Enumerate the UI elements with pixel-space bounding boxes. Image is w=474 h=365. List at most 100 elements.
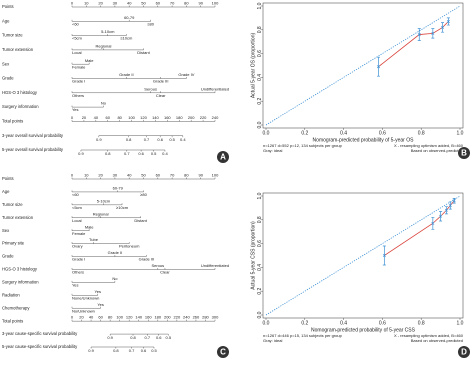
- row-label: 5-year overall survival probability: [2, 147, 64, 152]
- tick-label: 40: [89, 315, 94, 320]
- row-label: Surgery information: [2, 104, 39, 109]
- tick-label: Clear: [160, 270, 170, 275]
- tick-label: 280: [202, 315, 209, 320]
- x-tick-label: 0.8: [418, 130, 425, 136]
- row-label: 3-year cause-specific survival probabili…: [2, 331, 78, 336]
- tick-label: Grade III: [139, 257, 155, 262]
- tick-label: 0.4: [180, 137, 186, 142]
- tick-label: Yes: [72, 107, 79, 112]
- row-label: HGS-O 3 histology: [2, 267, 38, 272]
- point: [377, 65, 381, 69]
- y-tick-label: 0.0: [257, 311, 263, 318]
- x-tick-label: 0.0: [263, 320, 270, 326]
- tick-label: Ovary: [72, 244, 83, 249]
- tick-label: 0: [71, 115, 74, 120]
- tick-label: 80: [184, 173, 189, 178]
- x-tick-label: 0.8: [418, 320, 425, 326]
- tick-label: 0.7: [145, 335, 151, 340]
- tick-label: 40: [127, 173, 132, 178]
- row-label: Tumor size: [2, 33, 23, 38]
- note: Based on observed-predicted: [411, 338, 463, 343]
- note: X - resampling optimism added, B=460: [394, 333, 464, 338]
- tick-label: 10: [84, 173, 89, 178]
- tick-label: 60-79: [113, 185, 124, 190]
- tick-label: 200: [188, 115, 195, 120]
- tick-label: 100: [212, 1, 219, 6]
- x-tick-label: 0.6: [379, 130, 386, 136]
- tick-label: 0.6: [157, 137, 163, 142]
- row-label: Total points: [2, 318, 23, 323]
- tick-label: Distant: [134, 218, 147, 223]
- tick-label: 0.7: [144, 137, 150, 142]
- note: Gray: ideal: [263, 338, 282, 343]
- tick-label: Grade III: [153, 79, 169, 84]
- tick-label: 0.7: [124, 151, 130, 156]
- panel-badge: [458, 147, 470, 159]
- tick-label: No: [101, 101, 107, 106]
- x-tick-label: 0.4: [340, 130, 347, 136]
- tick-label: 0.9: [78, 151, 84, 156]
- x-tick-label: 1.0: [457, 320, 464, 326]
- tick-label: 240: [183, 315, 190, 320]
- y-tick-label: 0.0: [257, 121, 263, 128]
- tick-label: 80: [184, 1, 189, 6]
- tick-label: 0.5: [166, 335, 172, 340]
- tick-label: 20: [98, 1, 103, 6]
- note: n=1267 d=446 p=15, 134 subjects per grou…: [263, 333, 343, 338]
- tick-label: 0.4: [162, 151, 168, 156]
- x-tick-label: 1.0: [457, 130, 464, 136]
- point: [439, 214, 443, 218]
- tick-label: 0.5: [151, 151, 157, 156]
- tick-label: 20: [82, 115, 87, 120]
- tick-label: Male: [85, 224, 94, 229]
- y-tick-label: 1.0: [257, 192, 263, 199]
- tick-label: 60: [106, 115, 111, 120]
- tick-label: 60: [98, 315, 103, 320]
- ideal-line: [265, 5, 461, 126]
- row-label: Grade: [2, 254, 14, 259]
- tick-label: 90: [198, 173, 203, 178]
- row-label: HGS-O 3 histology: [2, 90, 38, 95]
- tick-label: 20: [79, 315, 84, 320]
- y-tick-label: 0.6: [257, 240, 263, 247]
- note: Based on observed-predicted: [411, 148, 463, 153]
- point: [431, 221, 435, 225]
- tick-label: Grade II: [108, 250, 122, 255]
- panel-badge: [458, 346, 470, 358]
- tick-label: 180: [176, 115, 183, 120]
- tick-label: 0: [71, 315, 74, 320]
- tick-label: 0.5: [169, 137, 175, 142]
- tick-label: 60-79: [124, 15, 135, 20]
- tick-label: 200: [164, 315, 171, 320]
- tick-label: Distant: [137, 50, 150, 55]
- row-label: Radiation: [2, 292, 20, 297]
- tick-label: Tube: [89, 237, 99, 242]
- tick-label: Local: [72, 218, 82, 223]
- tick-label: <60: [72, 192, 80, 197]
- tick-label: Yes: [94, 289, 101, 294]
- tick-label: 0.8: [105, 151, 111, 156]
- row-label: Age: [2, 18, 10, 23]
- panel-badge: [217, 151, 229, 163]
- tick-label: ≥80: [147, 21, 154, 26]
- note: n=1267 d=552 p=12, 134 subjects per grou…: [263, 143, 343, 148]
- row-label: Tumor extension: [2, 47, 34, 52]
- tick-label: 100: [212, 173, 219, 178]
- tick-label: <60: [72, 21, 80, 26]
- tick-label: 160: [145, 315, 152, 320]
- point: [452, 199, 456, 203]
- tick-label: 0.9: [96, 137, 102, 142]
- tick-label: 0.6: [138, 151, 144, 156]
- row-label: Age: [2, 189, 10, 194]
- tick-label: Female: [72, 64, 86, 69]
- tick-label: 0.8: [126, 137, 132, 142]
- y-axis-label: Actual 5-year CSS (proportion): [250, 221, 256, 290]
- tick-label: No/Unknown: [72, 308, 95, 313]
- tick-label: 80: [108, 315, 113, 320]
- row-label: Surgery information: [2, 279, 39, 284]
- tick-label: 240: [212, 115, 219, 120]
- tick-label: 100: [128, 115, 135, 120]
- tick-label: Grade II: [119, 72, 133, 77]
- tick-label: 0: [71, 1, 74, 6]
